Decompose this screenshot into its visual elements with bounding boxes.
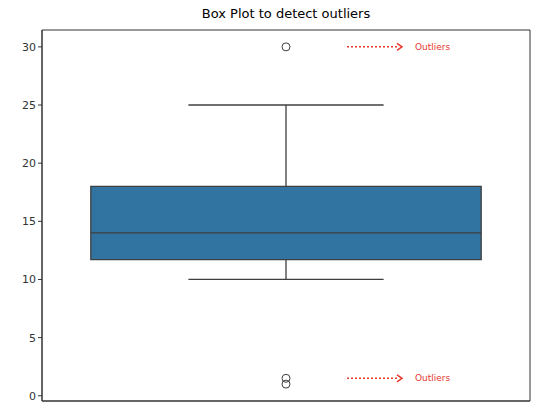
svg-text:Outliers: Outliers xyxy=(415,373,451,383)
svg-text:15: 15 xyxy=(22,215,36,228)
svg-text:20: 20 xyxy=(22,157,36,170)
svg-text:0: 0 xyxy=(29,390,36,403)
svg-text:25: 25 xyxy=(22,99,36,112)
svg-text:30: 30 xyxy=(22,41,36,54)
svg-text:Outliers: Outliers xyxy=(415,42,451,52)
svg-text:5: 5 xyxy=(29,332,36,345)
svg-text:10: 10 xyxy=(22,273,36,286)
html-text:Box Plot to detect outliers: Box Plot to detect outliers xyxy=(201,6,371,21)
